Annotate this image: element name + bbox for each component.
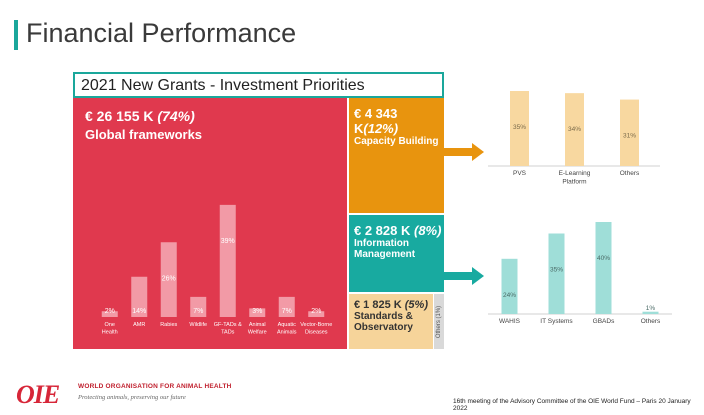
capacity-building-block: € 4 343 K(12%) Capacity Building [349,98,444,213]
frameworks-bar [219,204,236,317]
global-frameworks-label: Global frameworks [85,127,203,142]
information-category-label: WAHIS [499,318,521,325]
information-bar-value-label: 35% [550,267,563,274]
org-tagline: Protecting animals, preserving our futur… [78,394,186,401]
frameworks-bar-value-label: 39% [221,238,235,245]
frameworks-bar-value-label: 3% [252,308,262,315]
frameworks-bar [278,296,295,317]
frameworks-category-label: Vector-Borne Diseases [300,322,332,336]
information-bar [548,233,565,314]
capacity-category-label: PVS [513,170,527,177]
frameworks-bar [131,276,148,317]
title-accent-bar [14,20,18,50]
frameworks-bar-value-label: 7% [193,308,203,315]
frameworks-bar-value-label: 2% [311,308,321,315]
frameworks-bar-value-label: 26% [162,275,176,282]
others-block: Others (1%) [434,294,444,349]
frameworks-category-label: Animal Welfare [248,322,267,336]
frameworks-category-label: One Health [102,322,118,336]
capacity-bar-value-label: 35% [513,124,526,131]
information-category-label: GBADs [593,318,615,325]
chart-subtitle-box: 2021 New Grants - Investment Priorities [73,72,444,98]
information-bar-value-label: 40% [597,255,610,262]
capacity-building-value: € 4 343 K(12%) [354,106,399,136]
page-title: Financial Performance [26,18,297,48]
information-category-label: IT Systems [540,318,573,325]
meeting-note: 16th meeting of the Advisory Committee o… [453,398,691,412]
frameworks-category-label: GF-TADs & TADs [214,322,242,336]
information-management-block: € 2 828 K (8%) Information Management [349,215,444,292]
standards-observatory-block: € 1 825 K (5%) Standards & Observatory [349,294,433,349]
frameworks-bar-value-label: 2% [105,308,115,315]
standards-observatory-label: Standards & Observatory [354,311,413,333]
frameworks-bar [308,311,325,317]
capacity-category-label: E-Learning Platform [559,170,591,186]
org-name: WORLD ORGANISATION FOR ANIMAL HEALTH [78,383,232,390]
frameworks-bar [249,308,266,317]
information-bar [501,258,518,314]
information-bar [595,222,612,314]
chart-subtitle: 2021 New Grants - Investment Priorities [81,77,365,94]
frameworks-bar [160,242,177,317]
information-management-label: Information Management [354,238,416,260]
frameworks-category-label: Wildlife [189,322,207,328]
capacity-bar [620,99,639,166]
frameworks-category-label: Rabies [160,322,177,328]
frameworks-category-label: Aquatic Animals [277,322,297,336]
global-frameworks-block: € 26 155 K (74%) Global frameworks [73,98,347,349]
frameworks-category-label: AMR [133,322,145,328]
information-category-label: Others [641,318,661,325]
information-bar-value-label: 24% [503,292,516,299]
oie-logo: OIE [16,380,60,409]
capacity-bar-value-label: 31% [623,133,636,140]
capacity-arrow [444,143,484,161]
global-frameworks-value: € 26 155 K (74%) [85,108,195,124]
information-bar-value-label: 1% [646,305,656,312]
capacity-bar-value-label: 34% [568,126,581,133]
information-arrow [444,267,484,285]
capacity-bar [510,91,529,166]
frameworks-bar [101,311,118,317]
capacity-category-label: Others [620,170,640,177]
frameworks-bar [190,296,207,317]
standards-observatory-value: € 1 825 K (5%) [354,299,428,311]
frameworks-bar-value-label: 7% [282,308,292,315]
information-bar [642,311,659,314]
capacity-building-label: Capacity Building [354,136,439,147]
frameworks-bar-value-label: 14% [132,308,146,315]
information-management-value: € 2 828 K (8%) [354,223,442,238]
capacity-bar [565,93,584,166]
